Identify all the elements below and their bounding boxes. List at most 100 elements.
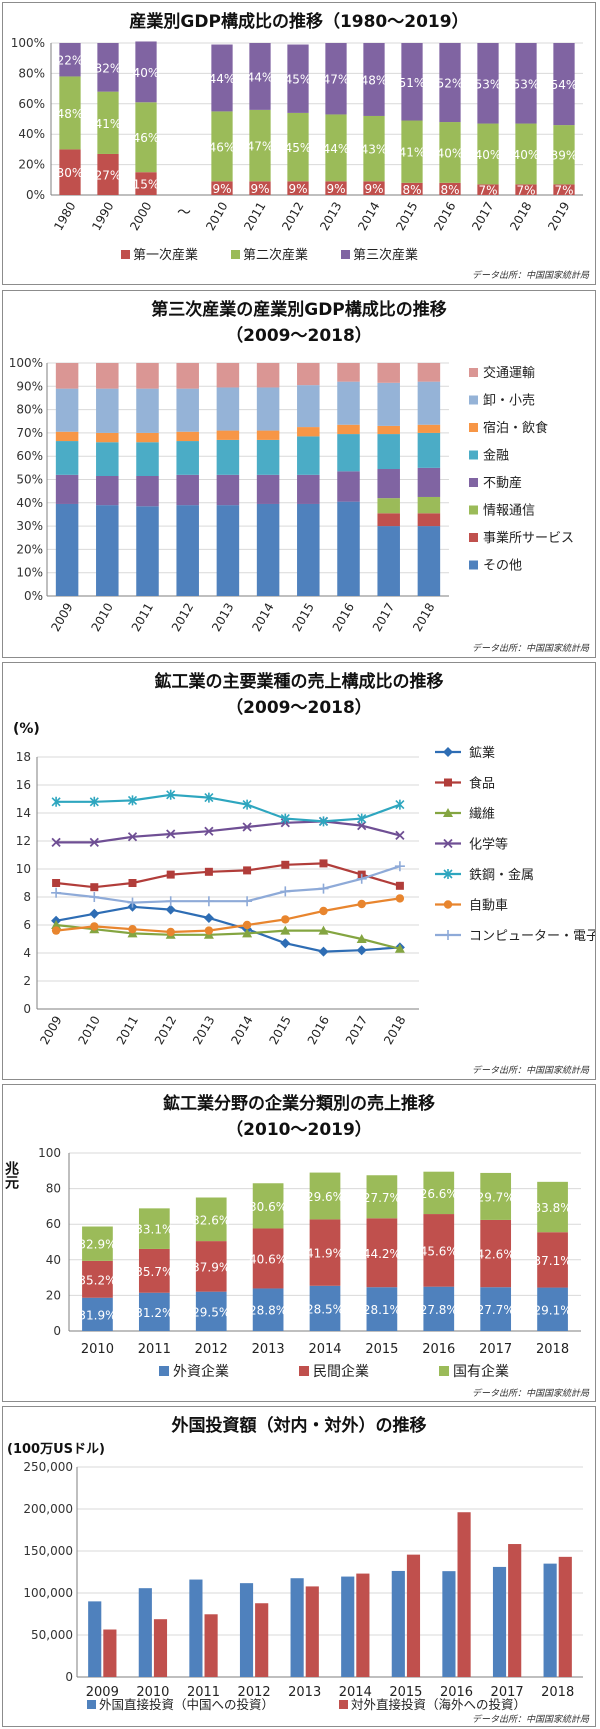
series-line (55, 905, 400, 953)
data-point (204, 792, 214, 803)
bar-segment (377, 382, 400, 426)
legend-label: 食品 (469, 776, 495, 792)
x-tick-label: 2013 (190, 1014, 217, 1047)
y-tick-label: 20% (18, 158, 45, 172)
x-tick-label: 2012 (279, 200, 306, 233)
legend-label: 対外直接投資（海外への投資） (351, 1697, 526, 1712)
bar-segment (309, 1285, 341, 1331)
y-tick-label: 40 (46, 1253, 61, 1267)
legend-label: 第一次産業 (133, 247, 198, 263)
bar (391, 1570, 405, 1677)
source-note: データ出所：中国国家統計局 (472, 1714, 590, 1725)
data-label: 27.8% (420, 1303, 458, 1317)
bar-segment (136, 363, 159, 389)
bar-segment (216, 505, 240, 596)
data-point (357, 813, 367, 824)
y-tick-label: 10% (16, 566, 43, 580)
legend-label: 民間企業 (313, 1363, 369, 1380)
x-tick-label: 2015 (389, 1685, 422, 1700)
bar-segment (216, 387, 240, 431)
data-point (242, 822, 252, 832)
data-point (242, 928, 253, 938)
y-tick-label: 50,000 (31, 1628, 73, 1642)
bar-segment (216, 439, 240, 475)
y-tick-label: 150,000 (23, 1544, 73, 1558)
bar-segment (417, 526, 441, 596)
chart-title: 第三次産業の産業別GDP構成比の推移 (151, 299, 447, 320)
bar-segment (138, 1208, 170, 1249)
x-tick-label: 2017 (343, 1014, 370, 1047)
data-label: 37.9% (192, 1260, 230, 1274)
data-point (242, 896, 253, 907)
bar-segment (337, 381, 360, 425)
legend-label: 化学等 (469, 837, 508, 853)
x-tick-label: 2017 (491, 1685, 524, 1700)
x-tick-label: 2013 (317, 200, 344, 233)
data-point (90, 883, 99, 892)
x-tick-label: 2015 (290, 601, 317, 634)
data-point (89, 908, 100, 919)
bar-segment (82, 1260, 113, 1298)
bar-segment (135, 41, 157, 103)
gdp-composition-chart: 産業別GDP構成比の推移（1980～2019） 0% 20% 40% 60% 80% 100… (11, 11, 590, 281)
bar-segment (136, 506, 159, 596)
bar-segment (97, 43, 119, 92)
bar-segment (537, 1232, 568, 1288)
bar-segment (439, 43, 461, 123)
y-tick-label: 60% (18, 97, 45, 111)
data-label: 30% (57, 166, 84, 180)
bar-segment (135, 172, 157, 195)
data-point (166, 829, 176, 839)
data-point (203, 896, 214, 907)
x-tick-label: 2017 (370, 601, 397, 634)
x-tick-label: 2014 (228, 1014, 255, 1047)
bar-segment (256, 503, 280, 596)
bar-segment (325, 114, 347, 182)
data-label: 43% (361, 143, 388, 157)
y-tick-label: 70% (16, 426, 43, 440)
bar-segment (297, 503, 320, 596)
bar-segment (256, 474, 280, 504)
data-point (280, 813, 290, 824)
bar (88, 1601, 102, 1677)
chart-title: 産業別GDP構成比の推移（1980～2019） (129, 11, 468, 32)
bar-segment (55, 431, 79, 442)
legend-label: 国有企業 (453, 1363, 509, 1380)
data-point (394, 943, 405, 953)
x-tick-label: ～ (177, 205, 191, 221)
bar-segment (176, 388, 199, 432)
data-point (51, 920, 62, 929)
bar-segment (256, 439, 280, 475)
bar-segment (477, 184, 499, 195)
bar-segment (96, 505, 119, 596)
bar-segment (423, 1286, 455, 1331)
bar-segment (297, 436, 320, 475)
data-point (318, 925, 329, 935)
y-tick-label: 20 (46, 1288, 61, 1302)
series-line (55, 862, 401, 889)
x-tick-label: 2015 (393, 200, 420, 233)
foreign-investment-chart: 外国投資額（対内・対外）の推移 (100万USドル) 0 50,000 100,000 1… (7, 1415, 590, 1725)
bar-segment (55, 388, 79, 432)
x-tick-label: 2012 (238, 1685, 271, 1700)
y-tick-label: 50% (16, 473, 43, 487)
data-point (127, 795, 138, 806)
bar-segment (96, 442, 119, 477)
bar-segment (59, 43, 81, 77)
data-label: 28.8% (249, 1304, 287, 1318)
data-label: 32.6% (192, 1213, 230, 1227)
x-tick-label: 2014 (308, 1342, 341, 1357)
series-line (56, 793, 401, 823)
data-point (318, 946, 329, 957)
data-point (89, 796, 99, 807)
bar-segment (477, 123, 499, 185)
source-note: データ出所：中国国家統計局 (472, 1065, 590, 1076)
x-tick-label: 2017 (469, 200, 496, 233)
bar-segment (423, 1171, 455, 1215)
data-label: 51% (399, 76, 426, 90)
bar (543, 1563, 557, 1677)
bar-segment (417, 424, 441, 433)
bar-segment (401, 120, 423, 183)
y-tick-label: 14 (16, 806, 31, 820)
data-label: 40% (513, 148, 540, 162)
